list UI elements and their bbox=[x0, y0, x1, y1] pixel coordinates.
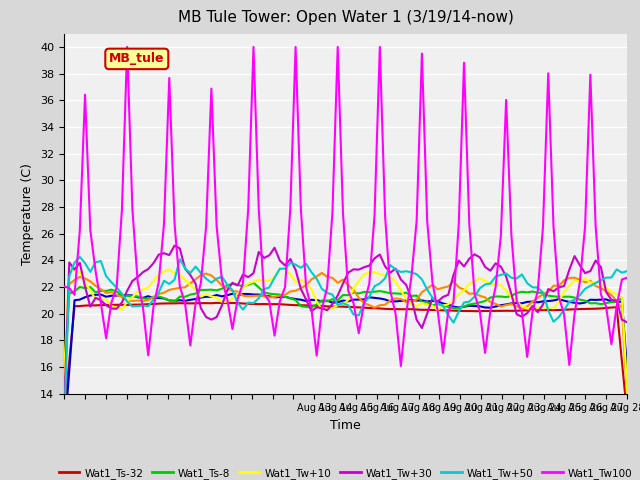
Wat1_Ts-32 bbox=[118, 302, 125, 308]
Wat1_Tw+50 bbox=[623, 268, 631, 274]
Wat1_Ts-8 bbox=[513, 290, 520, 296]
Wat1_Ts-32 bbox=[618, 359, 626, 364]
Y-axis label: Temperature (C): Temperature (C) bbox=[22, 163, 35, 264]
Wat1_Ts-8 bbox=[618, 295, 626, 300]
Wat1_Ts-32 bbox=[623, 413, 631, 419]
Line: Wat1_Ts0: Wat1_Ts0 bbox=[64, 273, 627, 399]
Wat1_Ts-8 bbox=[250, 280, 257, 286]
Wat1_Ts-16 bbox=[623, 369, 631, 374]
Wat1_Ts-16 bbox=[513, 300, 520, 306]
Wat1_Ts-8 bbox=[623, 389, 631, 395]
Wat1_Ts0 bbox=[118, 294, 125, 300]
Wat1_Tw+30 bbox=[513, 312, 520, 317]
Wat1_Tw+10 bbox=[618, 295, 626, 301]
Wat1_Tw+30 bbox=[150, 260, 157, 266]
Wat1_Tw+10 bbox=[328, 305, 336, 311]
Wat1_Tw+30 bbox=[623, 320, 631, 325]
Wat1_Tw+10 bbox=[623, 390, 631, 396]
Line: Wat1_Ts-16: Wat1_Ts-16 bbox=[64, 294, 627, 440]
Wat1_Tw+50 bbox=[124, 299, 131, 304]
Wat1_Tw+30 bbox=[550, 288, 557, 294]
Wat1_Tw+30 bbox=[171, 243, 179, 249]
Wat1_Tw100 bbox=[518, 310, 526, 315]
Wat1_Tw+50 bbox=[155, 289, 163, 295]
Wat1_Ts-32 bbox=[60, 413, 68, 419]
Wat1_Tw100 bbox=[623, 275, 631, 280]
Line: Wat1_Tw+50: Wat1_Tw+50 bbox=[64, 257, 627, 432]
Line: Wat1_Tw+10: Wat1_Tw+10 bbox=[64, 269, 627, 393]
Wat1_Ts-8 bbox=[328, 296, 336, 302]
Wat1_Ts-16 bbox=[228, 291, 236, 297]
Text: MB_tule: MB_tule bbox=[109, 52, 164, 65]
Wat1_Ts0 bbox=[550, 283, 557, 288]
Wat1_Ts0 bbox=[328, 275, 336, 281]
Wat1_Tw100 bbox=[118, 207, 125, 213]
Line: Wat1_Ts-8: Wat1_Ts-8 bbox=[64, 283, 627, 392]
Wat1_Tw+50 bbox=[76, 254, 84, 260]
Wat1_Ts-16 bbox=[618, 299, 626, 305]
Wat1_Ts-8 bbox=[150, 294, 157, 300]
Wat1_Tw+30 bbox=[328, 301, 336, 307]
Wat1_Tw+50 bbox=[513, 276, 520, 281]
Wat1_Ts0 bbox=[623, 396, 631, 402]
Wat1_Ts-8 bbox=[118, 292, 125, 298]
Wat1_Tw100 bbox=[60, 283, 68, 289]
Wat1_Ts-16 bbox=[118, 292, 125, 298]
Wat1_Ts-16 bbox=[550, 298, 557, 303]
Wat1_Ts-32 bbox=[513, 308, 520, 313]
Wat1_Tw100 bbox=[397, 363, 404, 369]
Wat1_Tw+30 bbox=[118, 300, 125, 305]
Wat1_Tw100 bbox=[555, 294, 563, 300]
Wat1_Ts0 bbox=[150, 294, 157, 300]
Line: Wat1_Tw100: Wat1_Tw100 bbox=[64, 47, 627, 366]
Wat1_Tw100 bbox=[328, 209, 336, 215]
Wat1_Ts-16 bbox=[328, 300, 336, 305]
Wat1_Tw100 bbox=[155, 279, 163, 285]
Wat1_Ts-8 bbox=[550, 293, 557, 299]
Wat1_Ts-32 bbox=[328, 304, 336, 310]
Wat1_Ts0 bbox=[318, 270, 326, 276]
Wat1_Tw+10 bbox=[281, 266, 289, 272]
Wat1_Tw+50 bbox=[550, 319, 557, 324]
Wat1_Ts-8 bbox=[60, 387, 68, 393]
Wat1_Ts-16 bbox=[60, 437, 68, 443]
Line: Wat1_Ts-32: Wat1_Ts-32 bbox=[64, 303, 627, 416]
Wat1_Ts0 bbox=[618, 305, 626, 311]
Wat1_Tw+10 bbox=[150, 278, 157, 284]
Wat1_Tw+10 bbox=[513, 298, 520, 304]
Wat1_Tw+10 bbox=[118, 307, 125, 312]
Wat1_Tw+50 bbox=[60, 429, 68, 434]
Wat1_Tw+10 bbox=[60, 372, 68, 378]
Wat1_Ts-16 bbox=[150, 295, 157, 301]
Wat1_Tw+30 bbox=[618, 317, 626, 323]
Wat1_Ts0 bbox=[513, 303, 520, 309]
Wat1_Ts-32 bbox=[150, 301, 157, 307]
Wat1_Ts-32 bbox=[213, 300, 221, 306]
Wat1_Ts0 bbox=[60, 383, 68, 389]
Title: MB Tule Tower: Open Water 1 (3/19/14-now): MB Tule Tower: Open Water 1 (3/19/14-now… bbox=[178, 11, 513, 25]
Wat1_Tw100 bbox=[566, 362, 573, 368]
Wat1_Ts-32 bbox=[550, 307, 557, 313]
Wat1_Tw+10 bbox=[550, 305, 557, 311]
Wat1_Tw+30 bbox=[60, 412, 68, 418]
Wat1_Tw+50 bbox=[328, 292, 336, 298]
Wat1_Tw100 bbox=[124, 44, 131, 50]
Line: Wat1_Tw+30: Wat1_Tw+30 bbox=[64, 246, 627, 415]
Wat1_Tw+50 bbox=[618, 270, 626, 276]
Legend: Wat1_Ts-32, Wat1_Ts-16, Wat1_Ts-8, Wat1_Ts0, Wat1_Tw+10, Wat1_Tw+30, Wat1_Tw+50,: Wat1_Ts-32, Wat1_Ts-16, Wat1_Ts-8, Wat1_… bbox=[54, 464, 637, 480]
X-axis label: Time: Time bbox=[330, 419, 361, 432]
